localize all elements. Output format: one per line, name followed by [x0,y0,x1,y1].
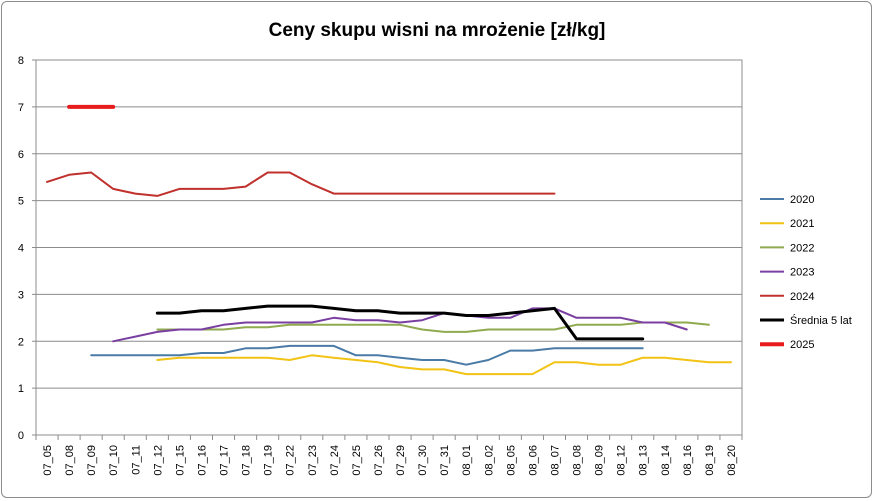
x-tick-label: 07_24 [329,445,341,476]
series-lines [46,104,732,376]
x-tick-label: 07_12 [152,445,164,476]
legend-label: 2021 [790,218,814,230]
chart-title: Ceny skupu wisni na mrożenie [zł/kg] [269,20,606,41]
legend-label: 2022 [790,242,814,254]
x-tick-label: 07_05 [42,445,54,476]
y-tick-label: 4 [18,243,24,255]
x-tick-label: 07_08 [64,445,76,476]
legend-label: Średnia 5 lat [790,314,852,327]
series-line-średnia-5-lat [155,304,645,341]
legend-label: 2024 [790,291,814,303]
x-tick-label: 07_16 [196,445,208,476]
x-tick-label: 07_17 [219,445,231,476]
x-tick-label: 08_14 [660,445,672,476]
x-tick-label: 07_09 [86,445,98,476]
x-tick-label: 07_10 [108,445,120,476]
x-axis-ticks: 07_05 07_08 07_09 07_10 07_11 07_12 07_15 07_16… [42,445,738,476]
x-tick-label: 08_20 [726,445,738,476]
x-tick-label: 08_02 [483,445,495,476]
x-tick-label: 08_05 [505,445,517,476]
x-tick-label: 08_12 [616,445,628,476]
series-line-2022 [156,321,710,333]
series-line-2020 [90,344,644,366]
x-tick-label: 08_07 [549,445,561,476]
series-line-2023 [112,307,688,343]
y-tick-label: 8 [18,55,24,67]
x-tick-label: 07_31 [439,445,451,476]
legend-label: 2023 [790,267,814,279]
y-tick-label: 0 [18,430,24,442]
x-tick-label: 08_06 [527,445,539,476]
y-tick-label: 3 [18,289,24,301]
y-tick-label: 2 [18,336,24,348]
series-line-2024 [46,171,556,197]
x-tick-label: 08_08 [572,445,584,476]
x-tick-label: 08_01 [461,445,473,476]
x-tick-label: 07_30 [417,445,429,476]
x-tick-label: 07_18 [241,445,253,476]
legend-label: 2020 [790,194,814,206]
y-axis-ticks: 0 1 2 3 4 5 6 7 8 [18,55,24,442]
x-tick-label: 08_09 [594,445,606,476]
x-tick-label: 07_11 [130,445,142,475]
x-tick-label: 08_19 [704,445,716,476]
x-tick-label: 07_19 [263,445,275,476]
y-tick-label: 5 [18,196,24,208]
x-tick-label: 07_23 [307,445,319,476]
x-tick-label: 08_13 [638,445,650,476]
y-tick-label: 6 [18,149,24,161]
x-tick-label: 07_25 [351,445,363,476]
x-tick-label: 07_15 [174,445,186,476]
y-tick-label: 7 [18,102,24,114]
x-tick-label: 07_26 [373,445,385,476]
y-tick-label: 1 [18,383,24,395]
x-tick-label: 07_29 [395,445,407,476]
series-line-2021 [156,354,732,376]
x-tick-label: 07_22 [285,445,297,476]
grid-lines [32,59,743,440]
x-tick-label: 08_16 [682,445,694,476]
legend-label: 2025 [790,339,814,351]
legend: 2020 2021 2022 2023 2024 Średnia 5 lat 2025 [760,194,852,351]
